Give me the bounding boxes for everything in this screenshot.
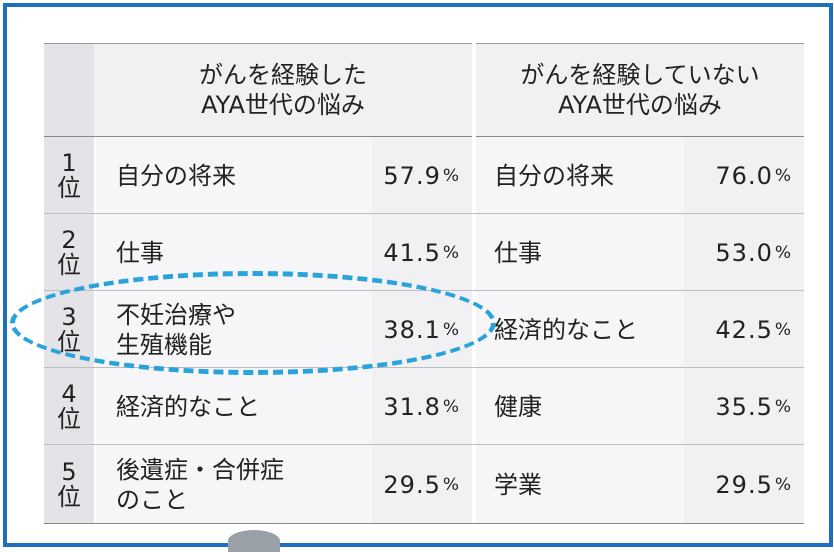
partial-avatar — [228, 530, 280, 552]
item-text: 仕事 — [116, 238, 164, 267]
item-text-line1: 後遺症・合併症 — [116, 455, 284, 484]
value-number: 41.5 — [383, 238, 441, 267]
item-text: 仕事 — [494, 238, 542, 267]
rank-suffix: 位 — [57, 404, 81, 433]
experienced-value: 29.5% — [372, 445, 472, 524]
rank-suffix: 位 — [57, 250, 81, 279]
not-experienced-value: 53.0% — [684, 214, 804, 291]
rank-suffix: 位 — [57, 482, 81, 511]
header-not-experienced-line2: AYA世代の悩み — [558, 91, 722, 119]
value-number: 29.5 — [715, 470, 773, 499]
row-separator — [44, 367, 804, 368]
percent-unit: % — [774, 474, 792, 495]
experienced-value: 41.5% — [372, 214, 472, 291]
value-number: 53.0 — [715, 238, 773, 267]
header-experienced-line2: AYA世代の悩み — [201, 91, 365, 119]
experienced-item: 自分の将来 — [96, 137, 372, 214]
header-not-experienced: がんを経験していない AYA世代の悩み — [476, 43, 804, 137]
percent-unit: % — [774, 165, 792, 186]
value-number: 35.5 — [715, 392, 773, 421]
item-text: 学業 — [494, 470, 542, 499]
experienced-value: 31.8% — [372, 368, 472, 445]
item-text-line2: のこと — [116, 485, 188, 514]
percent-unit: % — [442, 242, 460, 263]
item-text: 自分の将来 — [116, 161, 236, 190]
rank-cell: 1 位 — [44, 137, 94, 214]
rank-cell: 4 位 — [44, 368, 94, 445]
value-number: 76.0 — [715, 161, 773, 190]
percent-unit: % — [774, 242, 792, 263]
value-number: 29.5 — [383, 470, 441, 499]
not-experienced-item: 仕事 — [476, 214, 684, 291]
percent-unit: % — [442, 474, 460, 495]
outer-frame — [3, 3, 833, 547]
item-text: 自分の将来 — [494, 161, 614, 190]
header-not-experienced-line1: がんを経験していない — [520, 61, 760, 89]
header-experienced: がんを経験した AYA世代の悩み — [94, 43, 472, 137]
not-experienced-value: 29.5% — [684, 445, 804, 524]
table-bottom-line — [44, 523, 804, 524]
rank-number: 1 — [61, 148, 77, 177]
rank-suffix: 位 — [57, 173, 81, 202]
item-text: 経済的なこと — [116, 392, 260, 421]
rank-number: 5 — [61, 457, 77, 486]
rank-cell: 5 位 — [44, 445, 94, 524]
value-number: 31.8 — [383, 392, 441, 421]
worries-ranking-table: がんを経験した AYA世代の悩み がんを経験していない AYA世代の悩み 1 位… — [44, 43, 804, 524]
not-experienced-item: 経済的なこと — [476, 291, 684, 368]
corner-cell — [44, 43, 94, 137]
percent-unit: % — [774, 396, 792, 417]
item-text: 健康 — [494, 392, 542, 421]
experienced-item: 後遺症・合併症 のこと — [96, 445, 372, 524]
row-separator — [44, 444, 804, 445]
not-experienced-item: 自分の将来 — [476, 137, 684, 214]
not-experienced-value: 42.5% — [684, 291, 804, 368]
percent-unit: % — [442, 165, 460, 186]
value-number: 57.9 — [383, 161, 441, 190]
not-experienced-item: 学業 — [476, 445, 684, 524]
rank-number: 2 — [61, 225, 77, 254]
rank-number: 4 — [61, 379, 77, 408]
row-separator — [44, 213, 804, 214]
not-experienced-value: 35.5% — [684, 368, 804, 445]
rank-cell: 2 位 — [44, 214, 94, 291]
header-experienced-line1: がんを経験した — [199, 61, 367, 89]
percent-unit: % — [442, 396, 460, 417]
experienced-item: 経済的なこと — [96, 368, 372, 445]
experienced-value: 57.9% — [372, 137, 472, 214]
highlight-ellipse — [10, 271, 496, 375]
item-text: 経済的なこと — [494, 315, 638, 344]
not-experienced-item: 健康 — [476, 368, 684, 445]
percent-unit: % — [774, 319, 792, 340]
value-number: 42.5 — [715, 315, 773, 344]
not-experienced-value: 76.0% — [684, 137, 804, 214]
